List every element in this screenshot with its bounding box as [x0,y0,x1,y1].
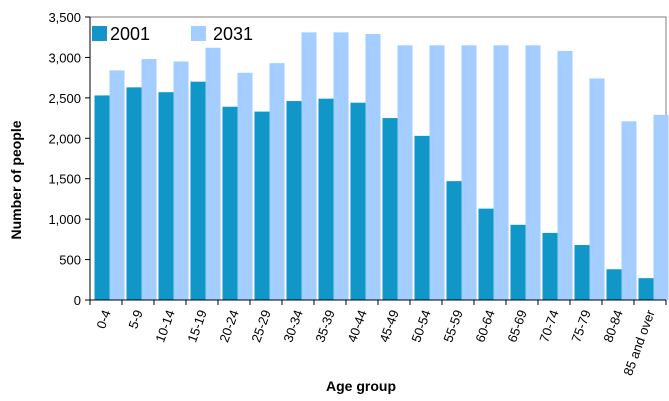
bar-2031-55-59 [461,45,477,300]
bar-2031-60-64 [493,45,509,300]
bar-2001-80-84 [606,269,622,300]
bar-2001-70-74 [542,232,558,300]
y-tick-label: 1,500 [48,172,81,187]
y-tick-label: 3,000 [48,50,81,65]
bar-2001-0-4 [94,95,110,301]
bar-2031-40-44 [365,33,381,300]
y-tick-label: 0 [74,293,81,308]
bar-2031-70-74 [557,50,573,301]
bar-2001-50-54 [414,135,430,300]
bar-2001-60-64 [478,208,494,300]
y-tick-label: 500 [59,253,81,268]
bar-2031-10-14 [173,61,189,300]
bar-2031-65-69 [525,45,541,300]
bar-2001-75-79 [574,245,590,300]
bar-2031-0-4 [109,70,125,301]
bar-2001-55-59 [446,181,462,300]
bar-2001-20-24 [222,106,238,300]
y-tick-label: 3,500 [48,10,81,25]
legend-swatch-2031 [191,26,206,41]
bar-2001-85-and-over [638,278,654,300]
y-tick-label: 1,000 [48,212,81,227]
bar-2031-35-39 [333,32,349,301]
bar-2001-15-19 [190,81,206,300]
legend-swatch-2001 [92,26,107,41]
bar-2031-50-54 [429,45,445,300]
bar-2031-75-79 [589,78,605,300]
bar-2001-25-29 [254,111,270,300]
bar-2031-20-24 [237,72,253,300]
bar-2031-30-34 [301,32,317,301]
bar-2001-10-14 [158,92,174,300]
bar-2001-40-44 [350,102,366,301]
bar-2031-45-49 [397,45,413,300]
y-tick-label: 2,500 [48,91,81,106]
bar-2001-35-39 [318,98,334,300]
y-axis-title: Number of people [8,120,24,239]
bar-2031-85-and-over [653,114,669,300]
x-tick-label: 0-4 [93,308,114,331]
bar-2001-65-69 [510,224,526,300]
bar-2031-25-29 [269,63,285,301]
bar-2031-5-9 [141,59,157,300]
bar-2001-30-34 [286,101,302,300]
bar-2031-80-84 [621,121,637,300]
bar-2001-45-49 [382,118,398,300]
legend-label-2031: 2031 [213,24,253,44]
x-axis-title: Age group [326,378,396,394]
y-tick-label: 2,000 [48,131,81,146]
bar-2031-15-19 [205,47,221,301]
legend-label-2001: 2001 [110,24,150,44]
bar-2001-5-9 [126,87,142,300]
x-tick-label: 5-9 [125,308,146,331]
